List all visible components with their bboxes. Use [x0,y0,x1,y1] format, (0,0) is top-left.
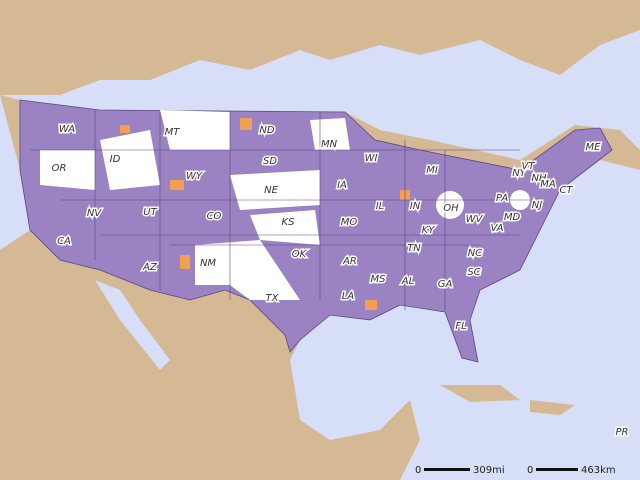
state-label: MA [540,179,556,190]
gulf-of-california [95,280,170,370]
state-label: VA [490,223,503,234]
state-label: AR [342,256,357,267]
state-label: FL [455,321,466,332]
state-label: MD [504,212,521,223]
state-label: IL [376,201,385,212]
state-label: MT [165,127,181,138]
state-label: WI [365,153,378,164]
state-label: CO [207,211,222,222]
state-label: MO [341,217,358,228]
caribbean [440,385,575,415]
state-label: ME [586,142,602,153]
state-label: IA [337,180,347,191]
state-label: TN [407,243,421,254]
scale-miles: 309mi [473,465,505,476]
state-label: GA [438,279,453,290]
state-label: MS [371,274,387,285]
state-label: NV [87,208,102,219]
state-label: SC [467,267,480,278]
state-label: NJ [532,200,542,211]
scale-line [536,468,578,471]
state-label: IN [410,201,421,212]
state-label: OH [443,203,459,214]
state-label: SD [263,156,277,167]
state-label: PA [496,193,509,204]
state-label: CT [559,185,573,196]
state-label: CA [57,236,71,247]
state-label: MN [321,139,338,150]
state-label: TX [266,293,280,304]
state-label: NC [468,248,482,259]
state-label: NM [200,258,216,269]
state-label: AZ [142,262,158,273]
uncovered-areas [40,110,530,300]
state-label: NE [264,185,278,196]
state-label: NY [512,168,526,179]
state-borders [30,110,540,310]
state-label: UT [143,207,157,218]
state-label: WY [186,171,203,182]
state-label: PR [616,427,629,438]
state-label: VT [522,161,536,172]
state-label: OK [292,249,308,260]
scale-bar: 0 309mi 0 463km [415,465,616,476]
scale-km: 463km [581,465,616,476]
state-label: KY [422,225,436,236]
state-label: NH [532,173,547,184]
state-label: LA [342,291,355,302]
scale-zero: 0 [527,465,533,476]
scale-zero: 0 [415,465,421,476]
canada-north [0,0,640,95]
state-label: KS [282,217,296,228]
state-label: ND [259,125,274,136]
state-label: ID [110,154,121,165]
state-label: OR [52,163,67,174]
state-label: WV [466,214,484,225]
scale-line [424,468,470,471]
state-label: AL [401,276,414,287]
state-label: WA [59,124,75,135]
state-label: MI [426,165,438,176]
